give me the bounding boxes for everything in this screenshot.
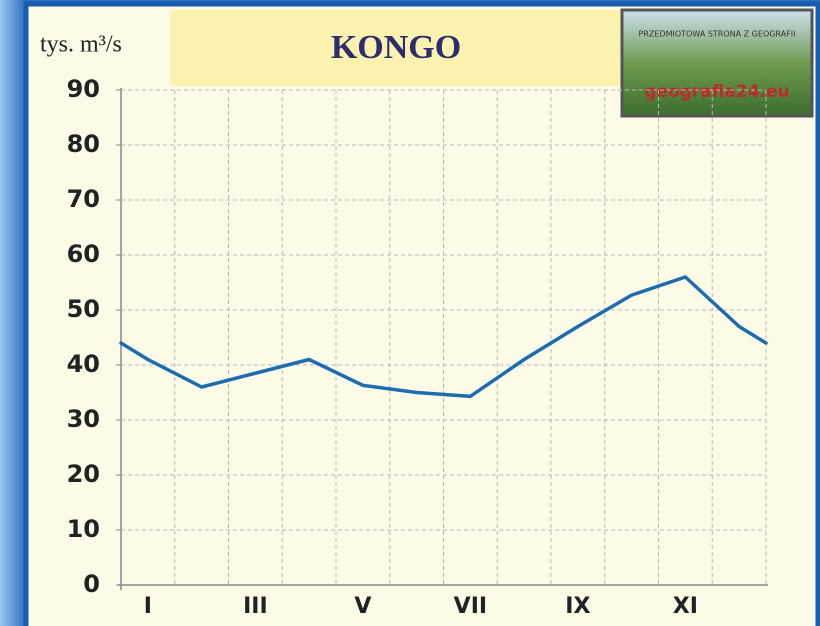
y-tick-label: 20 — [67, 460, 100, 488]
y-tick-label: 0 — [83, 570, 100, 598]
logo-site: geografia24.eu — [644, 82, 789, 102]
y-tick-label: 40 — [67, 350, 100, 378]
y-tick-label: 70 — [67, 185, 100, 213]
y-tick-label: 50 — [67, 295, 100, 323]
y-tick-label: 90 — [67, 75, 100, 103]
y-tick-label: 10 — [67, 515, 100, 543]
line — [147, 275, 741, 399]
y-tick-label: 30 — [67, 405, 100, 433]
line-wrap — [737, 324, 768, 345]
side-band — [0, 0, 26, 626]
x-tick-label: I — [144, 594, 152, 619]
logo-tagline: PRZEDMIOTOWA STRONA Z GEOGRAFII — [639, 30, 796, 39]
x-tick-label: XI — [673, 594, 698, 619]
x-tick-label: III — [243, 594, 268, 619]
title-box — [170, 10, 622, 86]
x-tick-label: VII — [454, 594, 487, 619]
y-tick-label: 80 — [67, 130, 100, 158]
x-tick-label: V — [354, 594, 371, 619]
y-tick-label: 60 — [67, 240, 100, 268]
x-tick-label: IX — [565, 594, 590, 619]
chart-title: KONGO — [331, 29, 461, 66]
y-axis-label: tys. m³/s — [40, 32, 122, 58]
logo — [620, 8, 814, 118]
line-wrap — [119, 341, 150, 362]
